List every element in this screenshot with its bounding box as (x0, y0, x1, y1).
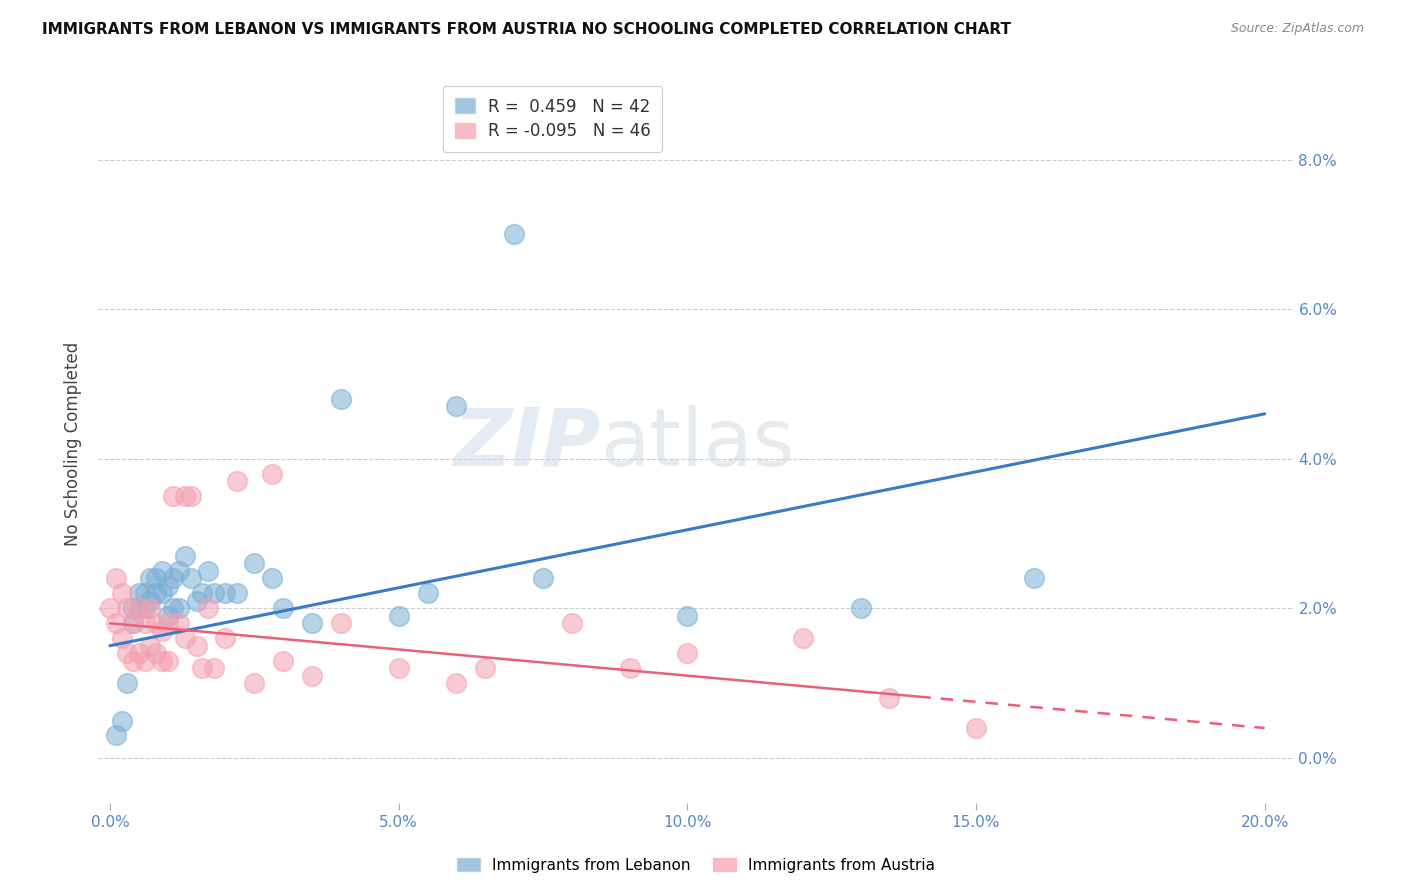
Point (167, 564, 190, 578)
Point (104, 571, 127, 585)
Point (145, 586, 167, 600)
Point (965, 721, 987, 735)
Point (446, 400, 468, 414)
Point (117, 676, 139, 690)
Point (156, 616, 179, 631)
Point (128, 601, 150, 615)
Point (174, 549, 197, 563)
Point (301, 616, 323, 631)
Point (104, 729, 127, 743)
Point (134, 654, 156, 668)
Point (186, 594, 208, 608)
Point (150, 624, 173, 638)
Point (110, 714, 132, 728)
Point (301, 668, 323, 682)
Point (226, 586, 249, 600)
Point (139, 639, 162, 653)
Point (186, 639, 208, 653)
Point (214, 632, 236, 646)
Point (145, 616, 167, 631)
Point (128, 601, 150, 615)
Point (162, 489, 184, 503)
Point (197, 601, 219, 615)
Point (329, 616, 352, 631)
Point (792, 632, 814, 646)
Point (676, 608, 699, 623)
Point (329, 392, 352, 406)
Point (156, 608, 179, 623)
Point (243, 676, 266, 690)
Point (128, 646, 150, 660)
Point (110, 586, 132, 600)
Point (122, 654, 145, 668)
Point (162, 601, 184, 615)
Point (1022, 571, 1045, 585)
Point (150, 564, 173, 578)
Point (388, 608, 411, 623)
Text: IMMIGRANTS FROM LEBANON VS IMMIGRANTS FROM AUSTRIA NO SCHOOLING COMPLETED CORREL: IMMIGRANTS FROM LEBANON VS IMMIGRANTS FR… (42, 22, 1011, 37)
Point (243, 557, 266, 571)
Point (156, 654, 179, 668)
Point (150, 586, 173, 600)
Point (214, 586, 236, 600)
Point (174, 489, 197, 503)
Point (503, 227, 526, 242)
Point (388, 661, 411, 675)
Legend: Immigrants from Lebanon, Immigrants from Austria: Immigrants from Lebanon, Immigrants from… (449, 850, 943, 880)
Point (167, 601, 190, 615)
Point (122, 616, 145, 631)
Point (98, 601, 121, 615)
Point (446, 676, 468, 690)
Point (134, 616, 156, 631)
Point (191, 661, 214, 675)
Point (879, 691, 901, 706)
Point (180, 489, 202, 503)
Point (110, 632, 132, 646)
Point (226, 474, 249, 488)
Point (271, 654, 294, 668)
Point (174, 632, 197, 646)
Point (150, 654, 173, 668)
Point (117, 646, 139, 660)
Point (191, 586, 214, 600)
Point (202, 586, 225, 600)
Point (271, 601, 294, 615)
Point (180, 571, 202, 585)
Point (145, 646, 167, 660)
Point (474, 661, 496, 675)
Point (619, 661, 641, 675)
Text: atlas: atlas (600, 405, 794, 483)
Point (122, 616, 145, 631)
Point (202, 661, 225, 675)
Point (197, 564, 219, 578)
Point (260, 467, 283, 481)
Point (531, 571, 554, 585)
Text: ZIP: ZIP (453, 405, 600, 483)
Point (416, 586, 439, 600)
Point (145, 571, 167, 585)
Point (139, 601, 162, 615)
Point (134, 601, 156, 615)
Point (139, 571, 162, 585)
Point (134, 586, 156, 600)
Point (260, 571, 283, 585)
Text: Source: ZipAtlas.com: Source: ZipAtlas.com (1230, 22, 1364, 36)
Point (167, 616, 190, 631)
Point (139, 594, 162, 608)
Point (156, 579, 179, 593)
Y-axis label: No Schooling Completed: No Schooling Completed (65, 342, 83, 546)
Point (128, 586, 150, 600)
Point (117, 601, 139, 615)
Point (162, 571, 184, 585)
Point (561, 616, 583, 631)
Point (104, 616, 127, 631)
Point (849, 601, 872, 615)
Point (122, 601, 145, 615)
Point (676, 646, 699, 660)
